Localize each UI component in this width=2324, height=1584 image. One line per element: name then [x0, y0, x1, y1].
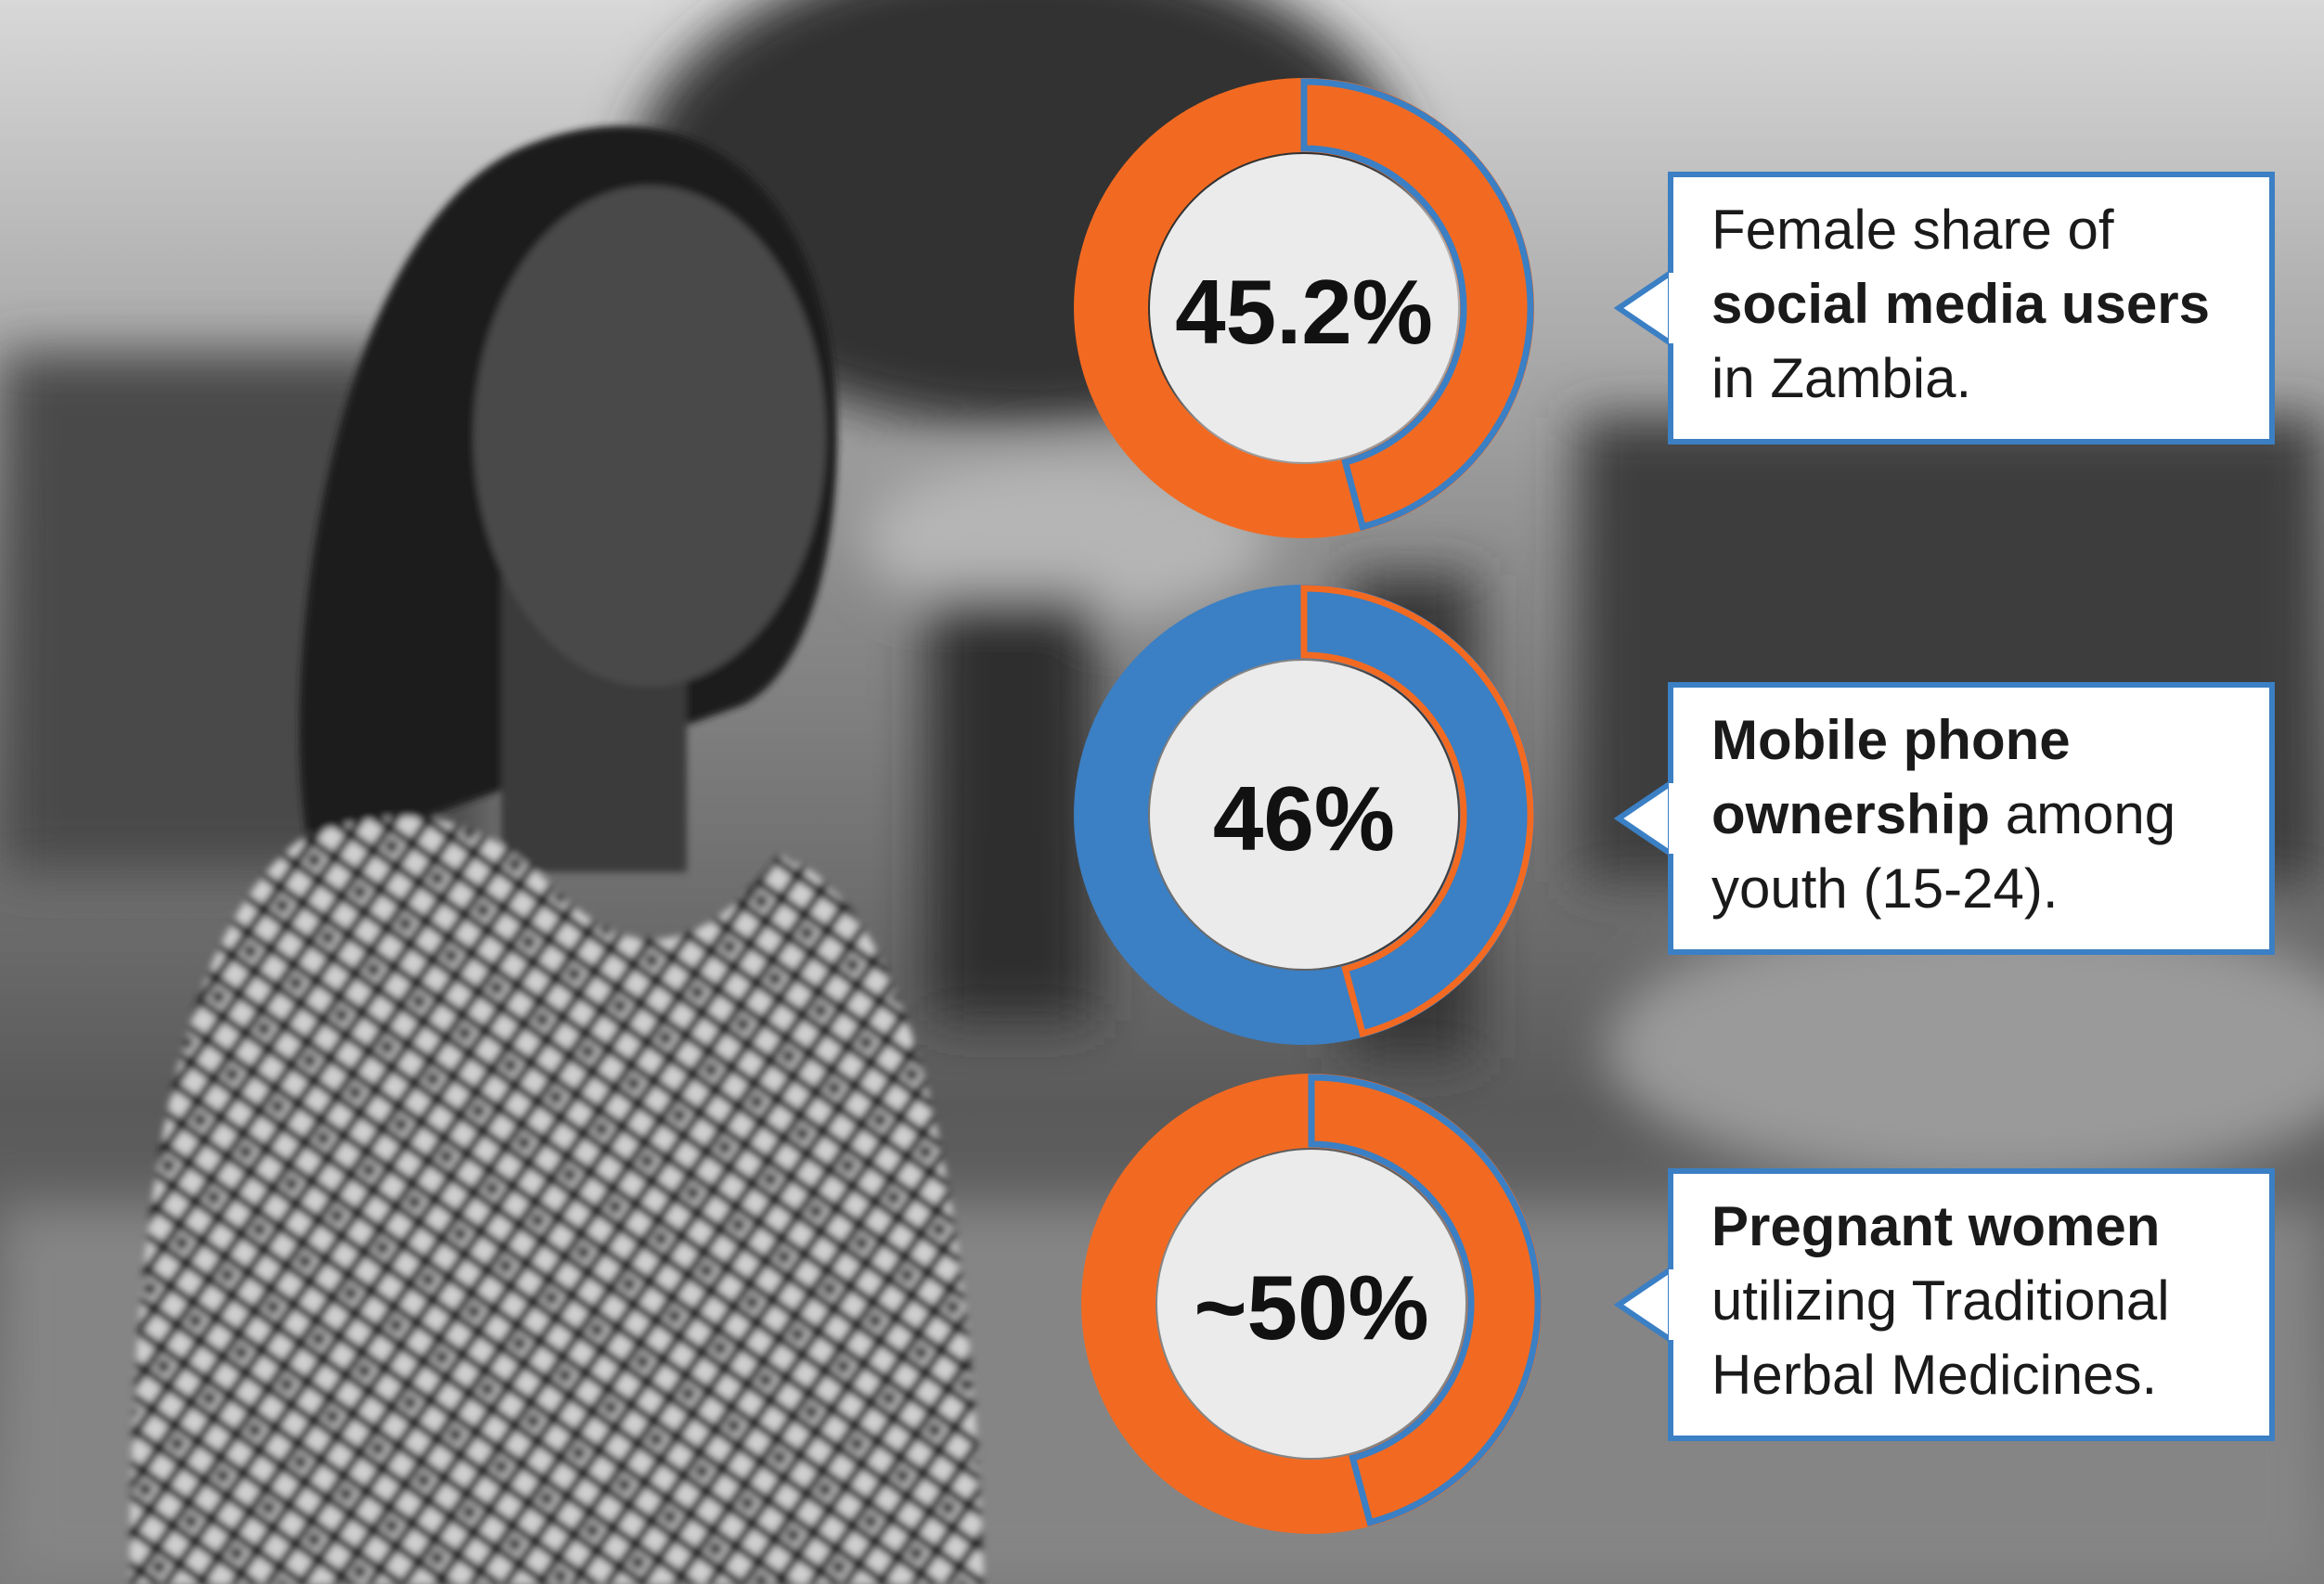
callout-text: Female share of: [1711, 199, 2114, 261]
callout-text: Pregnant women: [1711, 1195, 2160, 1257]
callout-text: social media users: [1711, 273, 2210, 335]
callout-line: Mobile phone: [1711, 709, 2071, 771]
callout-line: Pregnant women: [1711, 1195, 2160, 1257]
callout-line: ownership among: [1711, 783, 2176, 845]
callout-text: ownership: [1711, 783, 1990, 845]
pointer-cover: [1669, 1269, 1680, 1340]
callout-line: utilizing Traditional: [1711, 1269, 2170, 1332]
pointer-cover: [1669, 273, 1680, 343]
callout-line: Female share of: [1711, 199, 2114, 261]
pointer-cover: [1669, 783, 1680, 854]
callout-text: among: [1990, 783, 2176, 845]
callout-text: youth (15-24).: [1711, 857, 2059, 920]
callout-text: utilizing Traditional: [1711, 1269, 2170, 1332]
callout-text: Mobile phone: [1711, 709, 2071, 771]
callout-text: Herbal Medicines.: [1711, 1344, 2157, 1406]
stat-value: 46%: [1213, 767, 1395, 869]
stat-value: ~50%: [1194, 1256, 1428, 1359]
callout-line: Herbal Medicines.: [1711, 1344, 2157, 1406]
infographic: 45.2% Female share of social media users in…: [0, 0, 2324, 1584]
stats: 45.2% Female share of social media users in…: [1111, 82, 2272, 1523]
callout-line: social media users: [1711, 273, 2210, 335]
callout-line: youth (15-24).: [1711, 857, 2059, 920]
callout-line: in Zambia.: [1711, 347, 1971, 409]
callout-text: in Zambia.: [1711, 347, 1971, 409]
stat-value: 45.2%: [1175, 261, 1433, 363]
